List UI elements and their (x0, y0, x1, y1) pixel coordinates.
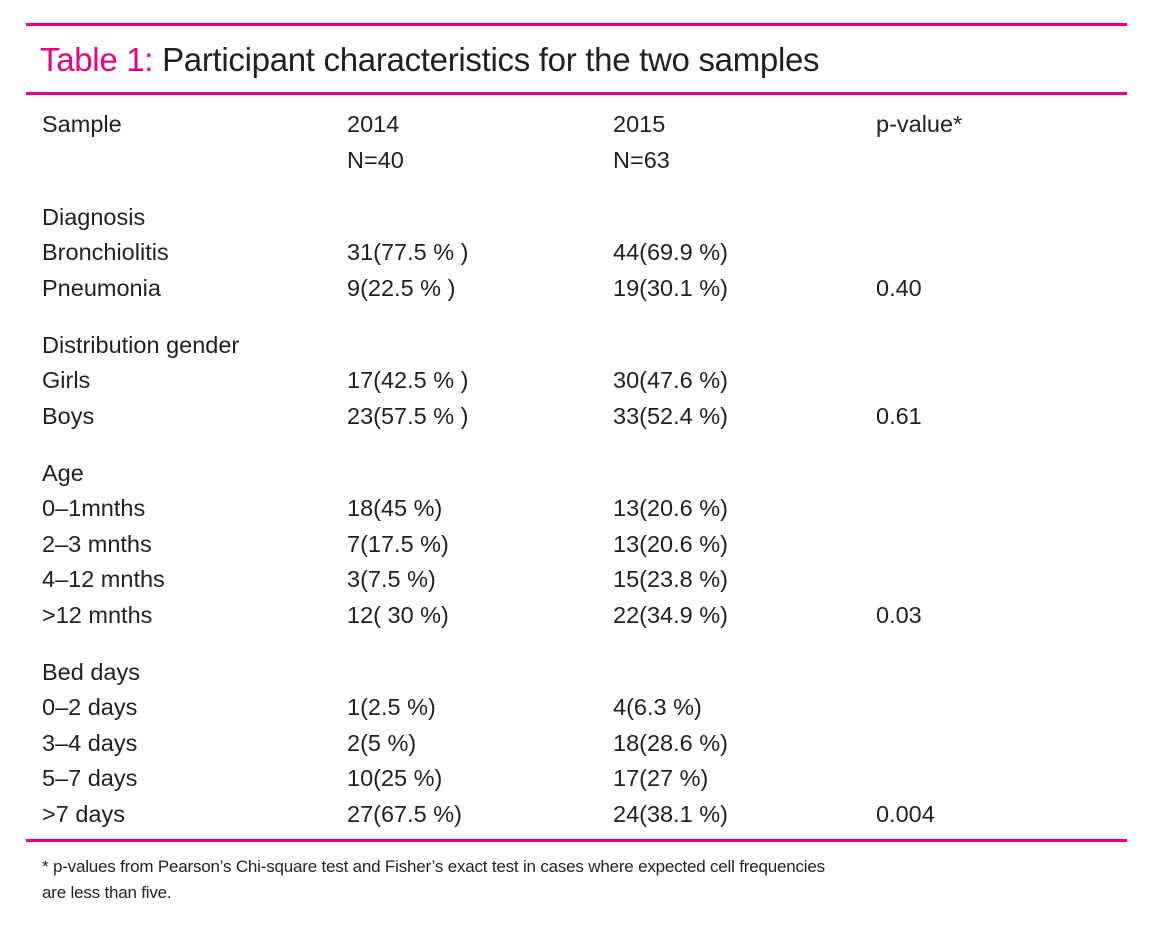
header-row: Sample 2014 2015 p-value* (0, 107, 1152, 143)
value-2015: 33(52.4 %) (613, 402, 728, 429)
value-2015: 4(6.3 %) (613, 694, 702, 720)
table-row: Girls 17(42.5 % ) 30(47.6 %) (0, 363, 1152, 399)
value-2015: 19(30.1 %) (613, 274, 728, 301)
group-heading-row: Age (0, 456, 1152, 492)
row-label: 5–7 days (42, 765, 138, 791)
row-label: Bronchiolitis (42, 239, 169, 265)
header-sample: Sample (42, 111, 122, 137)
header-pvalue: p-value* (876, 111, 963, 137)
table-row: Boys 23(57.5 % ) 33(52.4 %) 0.61 (0, 399, 1152, 435)
value-2014: 27(67.5 %) (347, 800, 462, 827)
value-2015: 17(27 %) (613, 765, 709, 791)
p-value: 0.03 (876, 601, 922, 628)
group-heading-row: Distribution gender (0, 328, 1152, 364)
value-2014: 7(17.5 %) (347, 530, 449, 557)
table-row: Pneumonia 9(22.5 % ) 19(30.1 %) 0.40 (0, 271, 1152, 307)
header-n-2014: N=40 (347, 146, 404, 173)
bottom-rule (26, 839, 1127, 842)
footnote-line: * p-values from Pearson’s Chi-square tes… (42, 857, 825, 876)
header-2014: 2014 (347, 111, 400, 137)
header-n-2015: N=63 (613, 146, 670, 173)
group-heading-row: Bed days (0, 655, 1152, 691)
table-row: 2–3 mnths 7(17.5 %) 13(20.6 %) (0, 527, 1152, 563)
row-label: 0–1mnths (42, 495, 146, 521)
value-2014: 2(5 %) (347, 729, 417, 756)
table-row: Bronchiolitis 31(77.5 % ) 44(69.9 %) (0, 235, 1152, 271)
group-heading: Diagnosis (42, 203, 146, 230)
header-row-n: N=40 N=63 (0, 143, 1152, 179)
p-value: 0.61 (876, 402, 922, 429)
table-caption: Participant characteristics for the two … (162, 41, 820, 78)
header-2015: 2015 (613, 111, 666, 137)
value-2014: 18(45 %) (347, 495, 443, 521)
table-row: 5–7 days 10(25 %) 17(27 %) (0, 761, 1152, 797)
table-label: Table 1: (40, 41, 154, 78)
header-rule (26, 92, 1127, 95)
data-table: Sample 2014 2015 p-value* N=40 N=63 Diag… (0, 107, 1152, 832)
row-label: 2–3 mnths (42, 530, 152, 557)
value-2015: 15(23.8 %) (613, 566, 728, 592)
value-2015: 22(34.9 %) (613, 601, 728, 628)
row-label: >7 days (42, 800, 125, 827)
value-2015: 18(28.6 %) (613, 729, 728, 756)
value-2015: 24(38.1 %) (613, 800, 728, 827)
row-label: Girls (42, 367, 91, 393)
p-value: 0.40 (876, 274, 922, 301)
table-row: >12 mnths 12( 30 %) 22(34.9 %) 0.03 (0, 598, 1152, 634)
footnote-line: are less than five. (42, 883, 172, 902)
value-2014: 1(2.5 %) (347, 694, 436, 720)
value-2014: 12( 30 %) (347, 601, 449, 628)
row-label: Pneumonia (42, 274, 161, 301)
group-heading: Age (42, 459, 84, 486)
p-value: 0.004 (876, 800, 935, 827)
group-heading: Distribution gender (42, 331, 240, 358)
group-heading: Bed days (42, 658, 140, 685)
footnote: * p-values from Pearson’s Chi-square tes… (42, 854, 825, 906)
value-2014: 23(57.5 % ) (347, 402, 469, 429)
row-label: 0–2 days (42, 694, 138, 720)
value-2015: 44(69.9 %) (613, 239, 728, 265)
value-2014: 31(77.5 % ) (347, 239, 469, 265)
table-row: 0–2 days 1(2.5 %) 4(6.3 %) (0, 690, 1152, 726)
top-rule (26, 23, 1127, 26)
value-2014: 9(22.5 % ) (347, 274, 456, 301)
table-row: 3–4 days 2(5 %) 18(28.6 %) (0, 726, 1152, 762)
row-label: Boys (42, 402, 95, 429)
row-label: >12 mnths (42, 601, 153, 628)
value-2014: 17(42.5 % ) (347, 367, 469, 393)
table-row: 0–1mnths 18(45 %) 13(20.6 %) (0, 491, 1152, 527)
table-row: 4–12 mnths 3(7.5 %) 15(23.8 %) (0, 562, 1152, 598)
table-row: >7 days 27(67.5 %) 24(38.1 %) 0.004 (0, 797, 1152, 833)
row-label: 4–12 mnths (42, 566, 165, 592)
value-2015: 13(20.6 %) (613, 495, 728, 521)
row-label: 3–4 days (42, 729, 138, 756)
table-title: Table 1: Participant characteristics for… (40, 38, 820, 82)
value-2014: 3(7.5 %) (347, 566, 436, 592)
value-2015: 13(20.6 %) (613, 530, 728, 557)
value-2014: 10(25 %) (347, 765, 443, 791)
group-heading-row: Diagnosis (0, 200, 1152, 236)
value-2015: 30(47.6 %) (613, 367, 728, 393)
